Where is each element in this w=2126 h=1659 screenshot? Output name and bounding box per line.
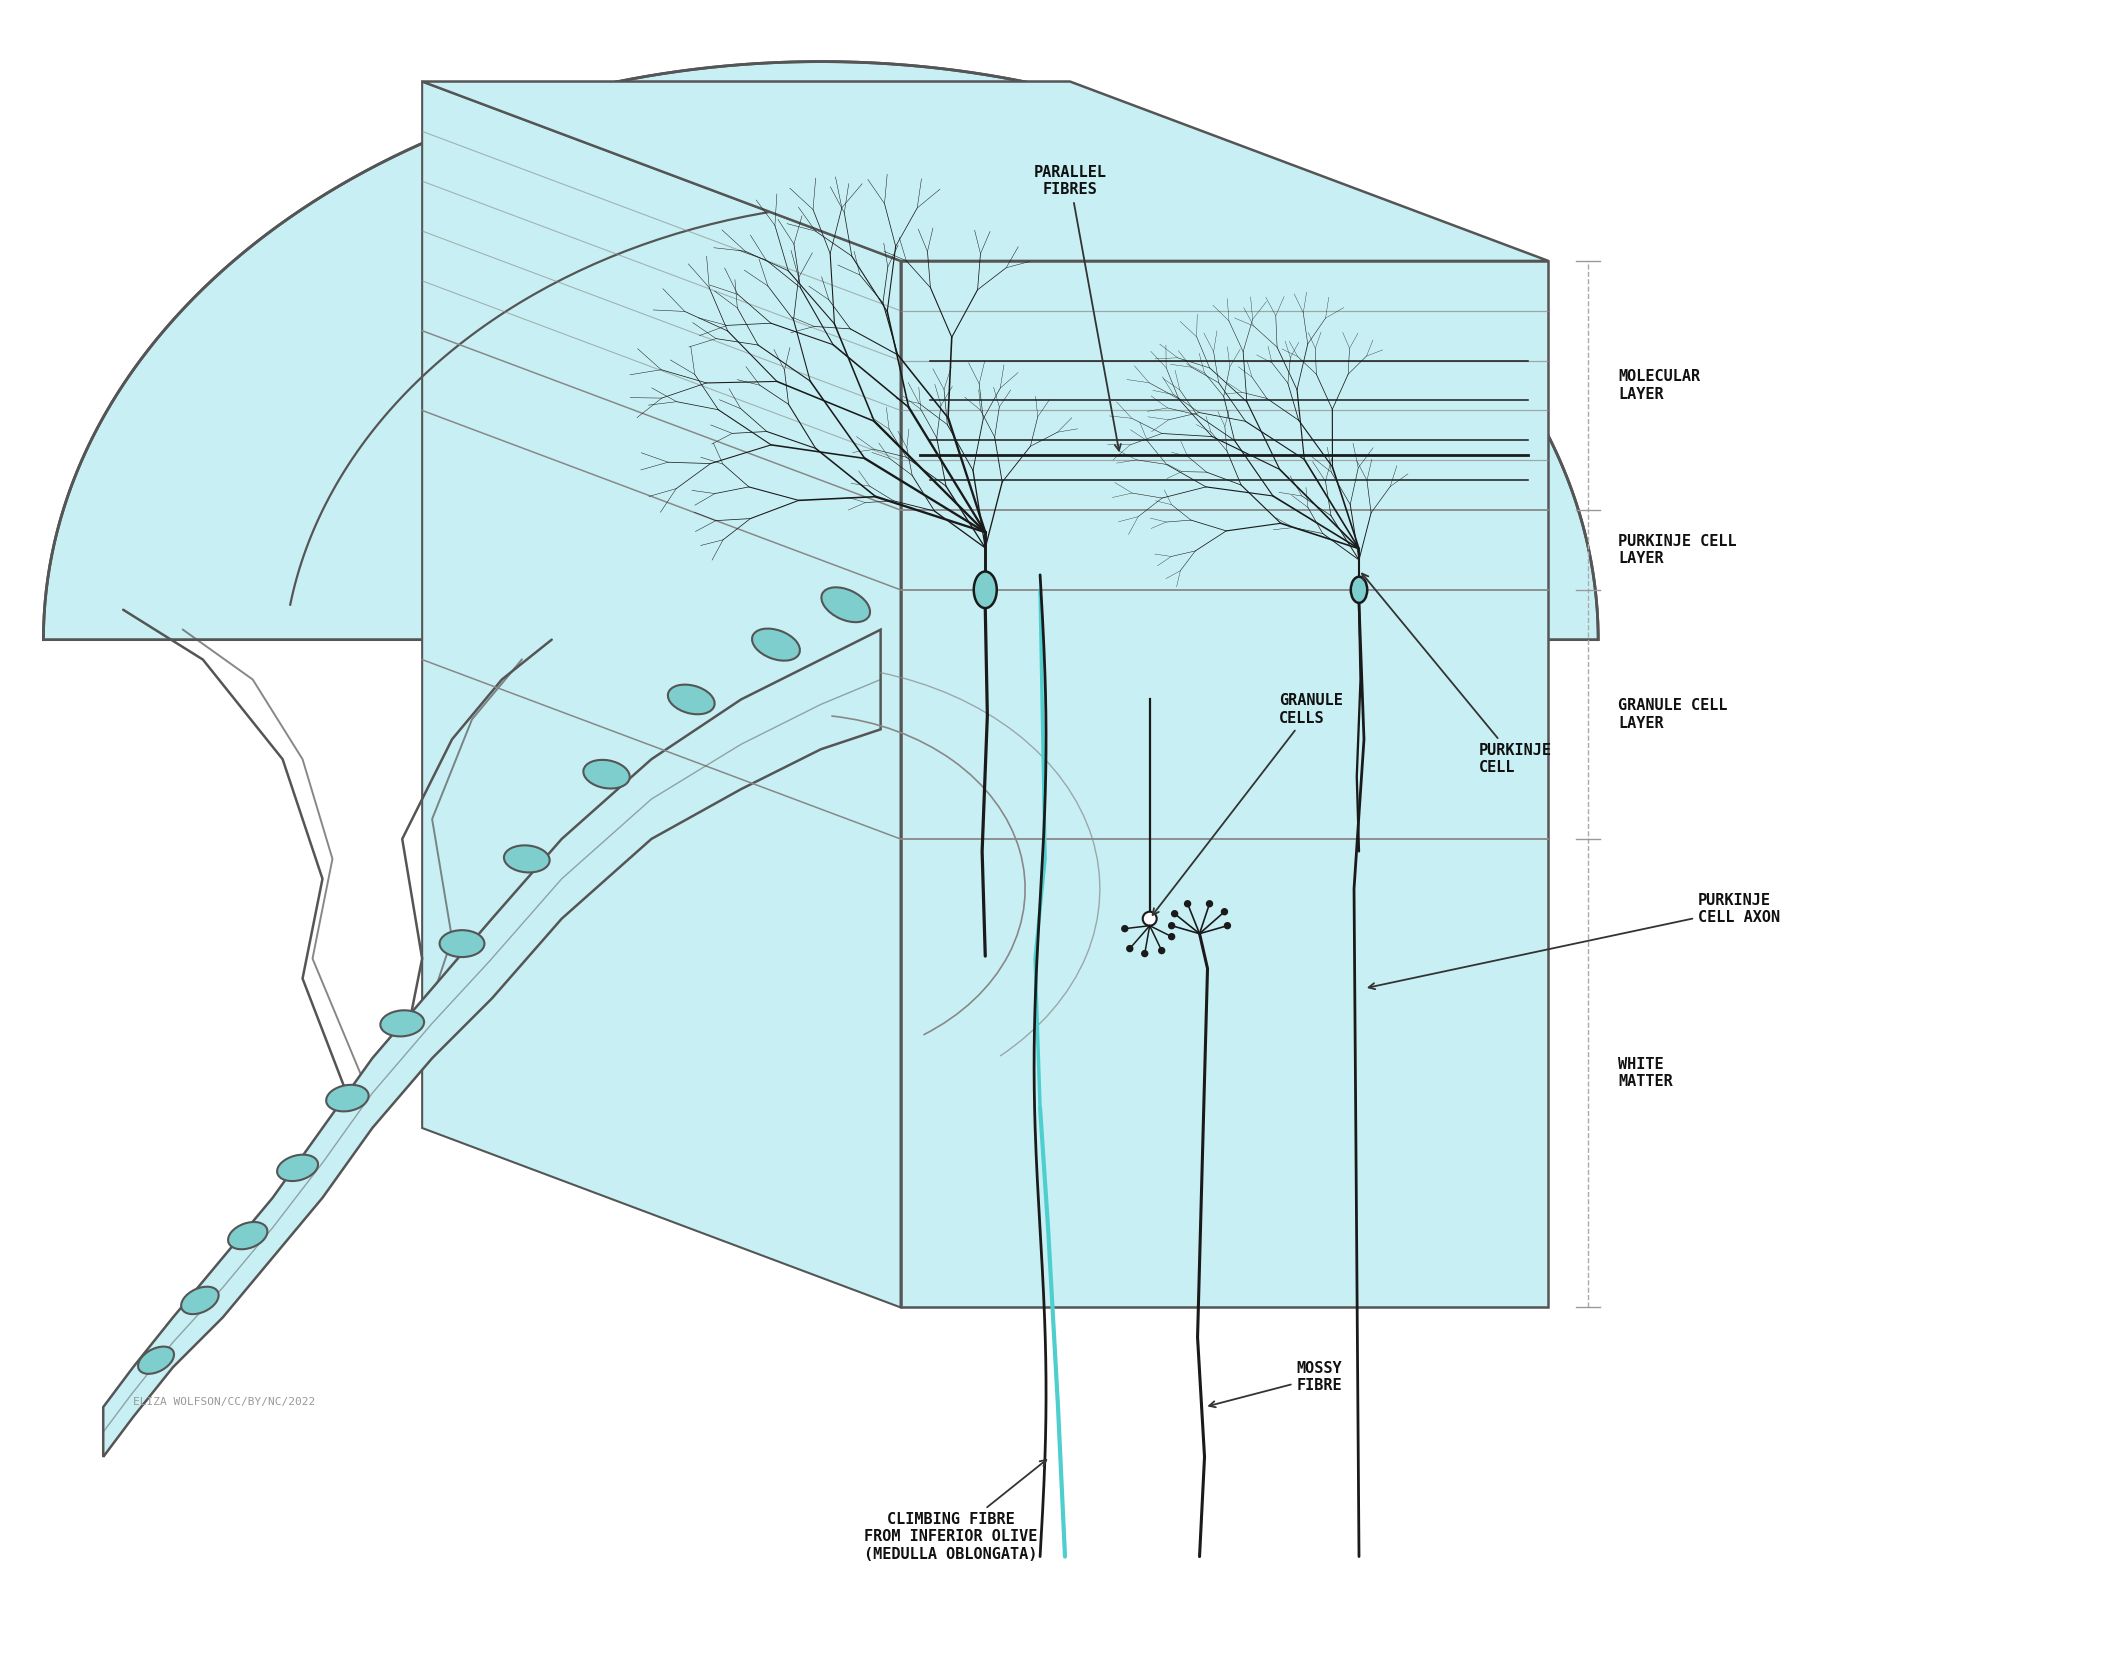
Ellipse shape [1350,577,1367,602]
Circle shape [1127,946,1133,952]
Ellipse shape [1144,912,1157,926]
Ellipse shape [753,629,799,660]
Text: GRANULE
CELLS: GRANULE CELLS [1152,693,1344,914]
Text: PURKINJE
CELL AXON: PURKINJE CELL AXON [1369,893,1779,989]
Ellipse shape [325,1085,368,1112]
Text: WHITE
MATTER: WHITE MATTER [1618,1057,1673,1090]
Circle shape [1159,947,1165,954]
Ellipse shape [181,1287,219,1314]
Text: MOLECULAR
LAYER: MOLECULAR LAYER [1618,370,1701,401]
Text: PURKINJE
CELL: PURKINJE CELL [1363,574,1552,775]
Polygon shape [901,260,1548,1307]
Text: CLIMBING FIBRE
FROM INFERIOR OLIVE
(MEDULLA OBLONGATA): CLIMBING FIBRE FROM INFERIOR OLIVE (MEDU… [863,1460,1046,1561]
Ellipse shape [227,1223,268,1249]
Circle shape [1225,922,1231,929]
Ellipse shape [440,931,485,957]
Ellipse shape [583,760,629,788]
Ellipse shape [974,571,997,609]
Ellipse shape [504,846,551,873]
Circle shape [1171,911,1178,917]
Text: PURKINJE CELL
LAYER: PURKINJE CELL LAYER [1618,534,1737,566]
Circle shape [1169,934,1176,939]
Circle shape [1169,922,1176,929]
Circle shape [1208,901,1212,907]
Polygon shape [423,81,1548,260]
Text: MOSSY
FIBRE: MOSSY FIBRE [1210,1360,1342,1407]
Circle shape [1222,909,1227,914]
Ellipse shape [276,1155,319,1181]
Ellipse shape [668,685,714,715]
Circle shape [1184,901,1191,907]
Text: ELIZA WOLFSON/CC/BY/NC/2022: ELIZA WOLFSON/CC/BY/NC/2022 [134,1397,315,1407]
Ellipse shape [821,587,870,622]
Circle shape [1123,926,1127,932]
Text: GRANULE CELL
LAYER: GRANULE CELL LAYER [1618,698,1728,730]
Polygon shape [423,81,901,1307]
Polygon shape [104,630,880,1457]
Text: PARALLEL
FIBRES: PARALLEL FIBRES [1033,164,1120,451]
Ellipse shape [381,1010,423,1037]
Polygon shape [43,61,1599,640]
Ellipse shape [138,1347,174,1374]
Circle shape [1142,951,1148,957]
